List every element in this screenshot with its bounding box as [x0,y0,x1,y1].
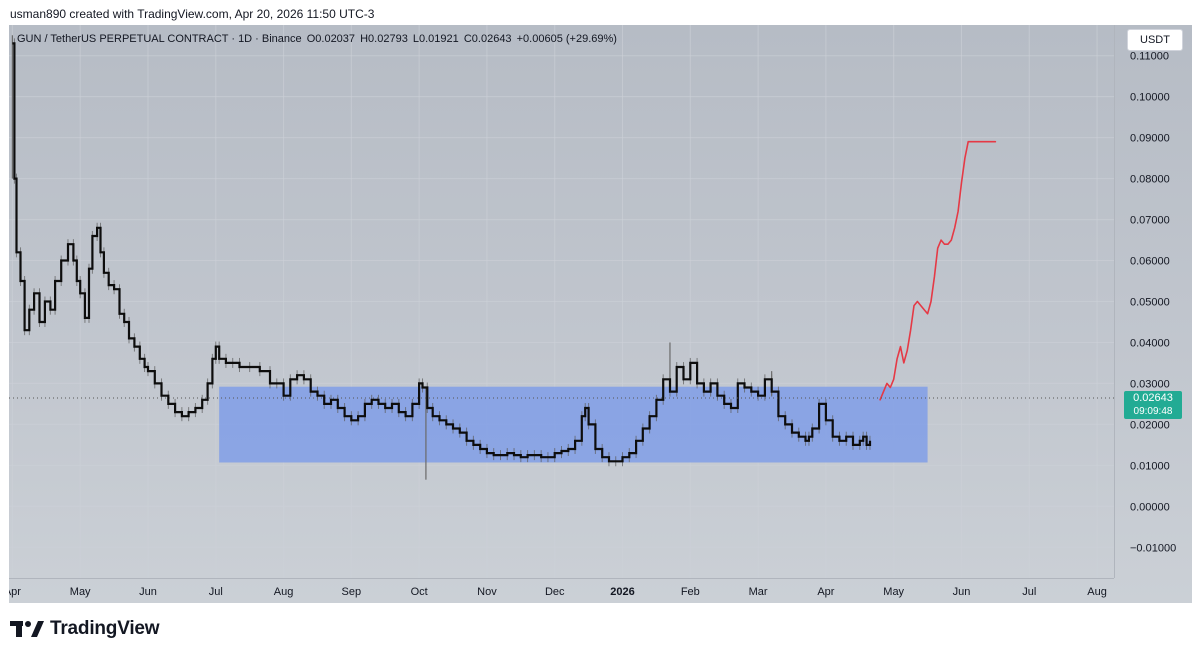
x-tick-label: Jun [139,586,157,598]
y-tick-label: 0.08000 [1130,174,1170,186]
tradingview-logo-icon [10,621,44,637]
tradingview-brand[interactable]: TradingView [10,618,160,640]
bar-countdown: 09:09:48 [1133,406,1173,417]
y-tick-label: 0.02000 [1130,419,1170,431]
x-tick-label: Jul [209,586,223,598]
x-tick-label: May [883,586,904,598]
ohlc-change: +0.00605 (+29.69%) [516,33,617,45]
y-tick-label: 0.05000 [1130,297,1170,309]
y-tick-label: 0.06000 [1130,256,1170,268]
chart-credit: usman890 created with TradingView.com, A… [10,7,375,21]
ohlc-open: O0.02037 [306,33,356,45]
y-tick-label: 0.09000 [1130,133,1170,145]
x-tick-label: Oct [411,586,428,598]
y-tick-label: −0.01000 [1130,542,1176,554]
x-tick-label: Dec [545,586,565,598]
price-chart[interactable]: 0.11000 0.10000 0.09000 0.08000 0.07000 0.060… [9,25,1192,603]
y-tick-label: 0.01000 [1130,460,1170,472]
y-tick-label: 0.07000 [1130,215,1170,227]
x-tick-label: 2026 [610,586,634,598]
y-tick-label: 0.11000 [1130,51,1169,63]
y-tick-label: 0.00000 [1130,501,1170,513]
y-tick-label: 0.03000 [1130,378,1170,390]
x-tick-label: Apr [817,586,834,598]
ohlc-high: H0.02793 [360,33,408,45]
last-price-badge: 0.02643 09:09:48 [1124,391,1182,419]
ohlc-close: C0.02643 [463,33,512,45]
x-tick-label: Mar [749,586,768,598]
last-price-value: 0.02643 [1133,392,1173,404]
price-series-line [12,42,872,463]
x-tick-label: Nov [477,586,497,598]
x-tick-label: Apr [9,586,21,598]
x-tick-label: Sep [342,586,362,598]
y-tick-label: 0.04000 [1130,337,1170,349]
ohlc-low: L0.01921 [412,33,459,45]
currency-button[interactable]: USDT [1127,29,1183,51]
brand-name: TradingView [50,618,160,639]
symbol-legend: GUN / TetherUS PERPETUAL CONTRACT · 1D ·… [17,33,619,45]
y-tick-label: 0.10000 [1130,92,1170,104]
x-tick-label: May [70,586,91,598]
x-tick-label: Jul [1022,586,1036,598]
x-tick-label: Feb [681,586,700,598]
x-tick-label: Jun [953,586,971,598]
symbol-title: GUN / TetherUS PERPETUAL CONTRACT · 1D ·… [17,33,302,45]
x-tick-label: Aug [274,586,294,598]
chart-area[interactable]: 0.11000 0.10000 0.09000 0.08000 0.07000 0.060… [9,25,1192,603]
projection-line [879,140,997,401]
x-tick-label: Aug [1087,586,1107,598]
